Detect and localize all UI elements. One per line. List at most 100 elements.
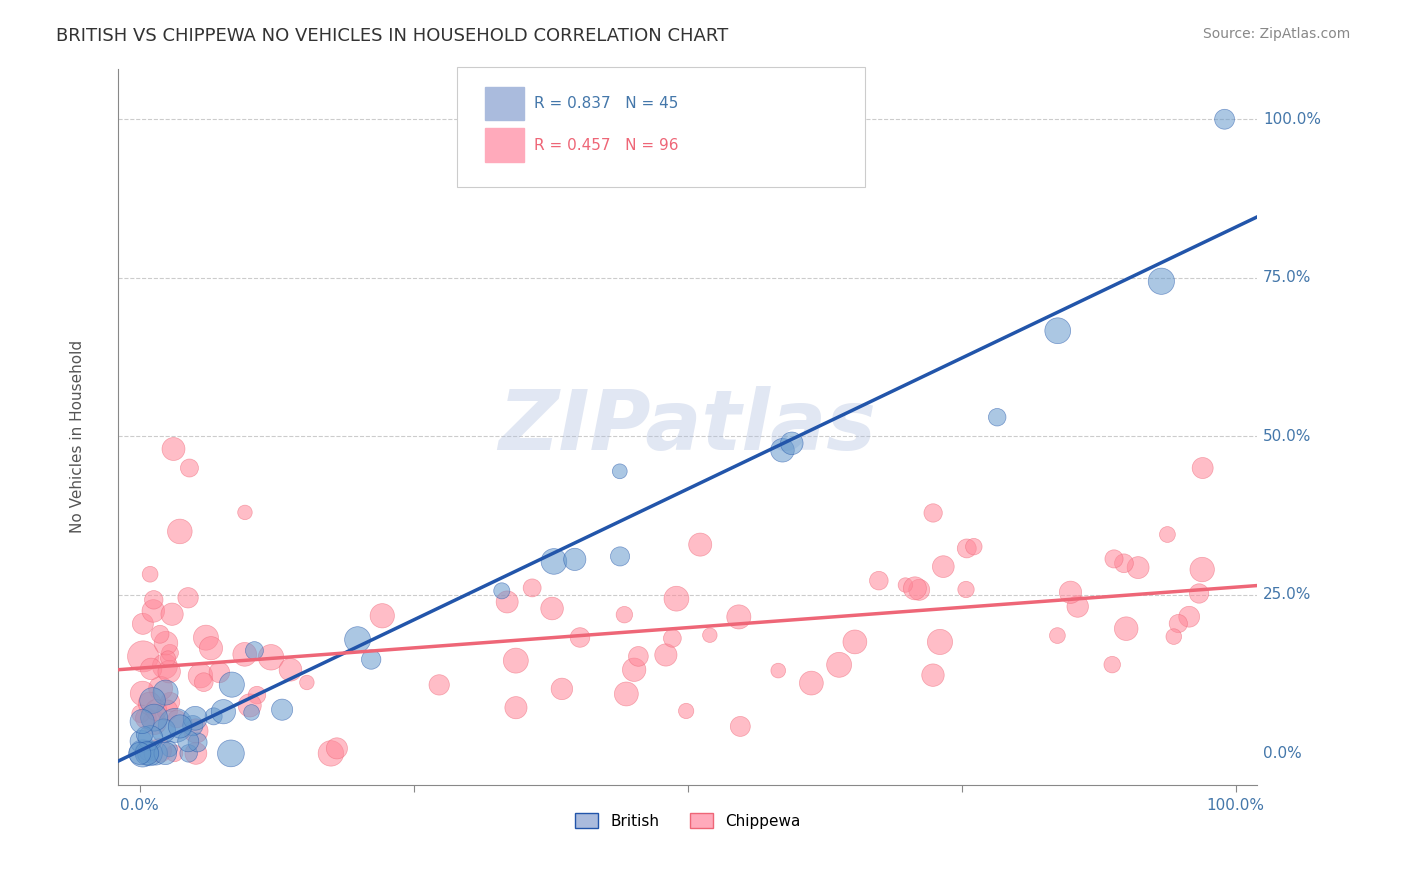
Point — [243, 643, 266, 657]
Point — [202, 709, 225, 723]
Text: 100.0%: 100.0% — [1263, 112, 1322, 127]
Point — [157, 665, 180, 679]
Text: 50.0%: 50.0% — [1263, 429, 1312, 444]
Point — [894, 578, 917, 592]
Point — [904, 582, 927, 596]
Point — [240, 706, 263, 720]
Point — [1046, 629, 1069, 643]
Point — [1150, 274, 1173, 288]
Point — [156, 703, 179, 717]
Point — [179, 461, 201, 475]
Point — [569, 631, 592, 645]
Point — [319, 747, 342, 761]
Point — [129, 734, 152, 748]
Point — [326, 741, 349, 756]
Point — [169, 524, 191, 539]
Point — [955, 582, 977, 597]
Point — [142, 604, 165, 618]
Point — [1156, 527, 1178, 541]
Point — [131, 714, 153, 729]
Point — [505, 654, 527, 668]
Point — [200, 641, 222, 656]
Point — [246, 688, 269, 702]
Point — [132, 649, 155, 664]
Point — [772, 443, 794, 458]
Point — [496, 595, 519, 609]
Text: R = 0.457   N = 96: R = 0.457 N = 96 — [534, 138, 679, 153]
Point — [160, 607, 183, 622]
Point — [141, 693, 163, 707]
Point — [131, 747, 153, 761]
Text: 100.0%: 100.0% — [1206, 797, 1264, 813]
Point — [295, 675, 318, 690]
Point — [613, 607, 636, 622]
Point — [139, 567, 162, 582]
Point — [1163, 630, 1185, 644]
Point — [149, 681, 172, 696]
Point — [131, 686, 153, 700]
Point — [609, 464, 631, 478]
Point — [184, 711, 207, 725]
Point — [675, 704, 697, 718]
Point — [564, 552, 586, 566]
Point — [427, 678, 450, 692]
Point — [239, 698, 262, 713]
Point — [260, 650, 283, 665]
Point — [219, 747, 242, 761]
Point — [142, 592, 165, 607]
Point — [627, 649, 650, 664]
Text: 75.0%: 75.0% — [1263, 270, 1312, 285]
Point — [138, 697, 160, 711]
Point — [190, 668, 212, 682]
Point — [828, 657, 851, 672]
Point — [153, 659, 176, 673]
Point — [141, 747, 163, 761]
Point — [143, 711, 166, 725]
Point — [1115, 622, 1137, 636]
Point — [1188, 586, 1211, 600]
Point — [135, 744, 157, 758]
Point — [800, 676, 823, 690]
Point — [280, 663, 302, 677]
Point — [699, 628, 721, 642]
Point — [221, 678, 243, 692]
Point — [1067, 599, 1090, 614]
Point — [623, 663, 645, 677]
Point — [956, 541, 979, 556]
Point — [780, 436, 803, 450]
Point — [520, 581, 543, 595]
Point — [155, 747, 177, 761]
Point — [1213, 112, 1236, 127]
Point — [166, 712, 188, 726]
Point — [129, 706, 152, 721]
Point — [371, 608, 394, 623]
Point — [963, 540, 986, 554]
Point — [134, 728, 156, 742]
Point — [614, 687, 637, 701]
Point — [541, 601, 564, 615]
Point — [1178, 609, 1201, 624]
Point — [143, 715, 166, 730]
Point — [139, 662, 162, 676]
Point — [665, 591, 688, 606]
Point — [149, 627, 172, 641]
Point — [609, 549, 631, 564]
Point — [194, 631, 217, 645]
Point — [1102, 552, 1125, 566]
Point — [868, 574, 890, 588]
Point — [346, 632, 368, 647]
Point — [148, 743, 170, 757]
Point — [212, 705, 235, 719]
Text: BRITISH VS CHIPPEWA NO VEHICLES IN HOUSEHOLD CORRELATION CHART: BRITISH VS CHIPPEWA NO VEHICLES IN HOUSE… — [56, 27, 728, 45]
Point — [155, 636, 177, 650]
Point — [1101, 657, 1123, 672]
Point — [135, 747, 157, 761]
Point — [169, 719, 191, 733]
Point — [551, 681, 574, 696]
Point — [128, 747, 150, 761]
Point — [233, 648, 256, 662]
Point — [922, 506, 945, 520]
Point — [929, 635, 952, 649]
Point — [157, 651, 180, 665]
Point — [1191, 563, 1213, 577]
